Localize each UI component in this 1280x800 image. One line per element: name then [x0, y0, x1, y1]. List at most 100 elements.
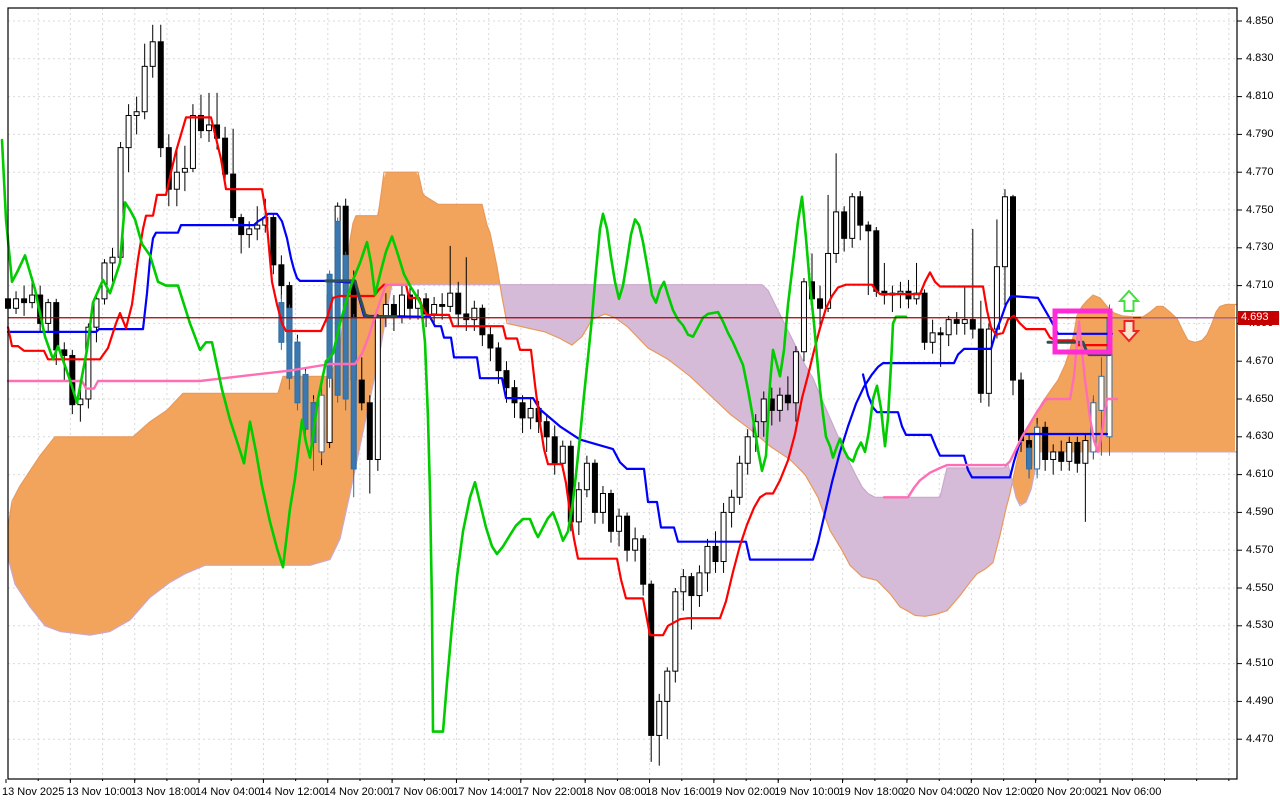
- cloud-bearish-segment: [776, 306, 779, 453]
- candle: [85, 326, 92, 400]
- candle: [141, 65, 148, 113]
- price-axis-label: 4.670: [1246, 354, 1274, 367]
- blue-overlay-candles: [278, 217, 1097, 498]
- cloud-bearish-segment: [605, 284, 608, 316]
- cloud-bearish-segment: [518, 284, 521, 327]
- cloud-bullish-segment: [134, 433, 137, 616]
- candle: [21, 298, 28, 304]
- candle: [608, 493, 614, 532]
- candle: [559, 445, 566, 464]
- cloud-bullish-segment: [215, 393, 218, 566]
- cloud-bullish-segment: [272, 393, 275, 566]
- cloud-bullish-segment: [50, 439, 53, 629]
- cloud-bullish-segment: [452, 204, 455, 285]
- cloud-bullish-segment: [98, 436, 101, 634]
- cloud-bearish-segment: [515, 284, 518, 326]
- cloud-bullish-segment: [1052, 384, 1055, 452]
- cloud-bearish-segment: [881, 497, 884, 588]
- cloud-bearish-segment: [989, 468, 992, 566]
- candle: [1058, 451, 1065, 462]
- cloud-bearish-segment: [842, 445, 845, 556]
- overlay-candle: [350, 317, 357, 470]
- candle: [479, 307, 486, 336]
- cloud-bullish-segment: [1061, 367, 1064, 452]
- cloud-bearish-segment: [680, 284, 683, 371]
- cloud-bearish-segment: [557, 284, 560, 339]
- cloud-bearish-segment: [608, 284, 611, 317]
- candle: [825, 252, 832, 309]
- cloud-bearish-segment: [716, 284, 719, 404]
- cloud-bullish-segment: [275, 393, 278, 566]
- cloud-bearish-segment: [752, 284, 755, 434]
- price-axis-label: 4.770: [1246, 165, 1274, 178]
- cloud-bullish-segment: [1148, 311, 1151, 452]
- cloud-bullish-segment: [152, 418, 155, 596]
- cloud-bullish-segment: [476, 204, 479, 285]
- candle: [945, 319, 952, 336]
- cloud-bullish-segment: [1205, 332, 1208, 452]
- cloud-bullish-segment: [29, 467, 32, 610]
- cloud-bearish-segment: [563, 284, 566, 342]
- cloud-bullish-segment: [431, 199, 434, 285]
- candle: [599, 493, 606, 513]
- candle: [125, 115, 132, 149]
- cloud-bullish-segment: [1142, 315, 1145, 452]
- candle: [431, 304, 438, 315]
- cloud-bullish-segment: [440, 204, 443, 285]
- cloud-bearish-segment: [728, 284, 731, 415]
- cloud-bullish-segment: [83, 436, 86, 635]
- cloud-bullish-segment: [140, 427, 143, 609]
- cloud-bearish-segment: [809, 371, 812, 487]
- overlay-candle: [326, 273, 333, 379]
- cloud-bearish-segment: [734, 284, 737, 420]
- price-axis-label: 4.570: [1246, 543, 1274, 556]
- down-arrow-icon[interactable]: [1117, 320, 1141, 343]
- cloud-bullish-segment: [182, 393, 185, 576]
- cloud-bullish-segment: [371, 215, 374, 395]
- cloud-bearish-segment: [686, 284, 689, 376]
- highlight-rectangle[interactable]: [1052, 308, 1113, 355]
- cloud-bullish-segment: [407, 172, 410, 285]
- candle: [495, 347, 502, 372]
- candle: [407, 294, 413, 309]
- cloud-bearish-segment: [626, 284, 629, 329]
- cloud-bearish-segment: [950, 468, 953, 608]
- price-axis-label: 4.710: [1246, 279, 1274, 292]
- cloud-bearish-segment: [644, 284, 647, 347]
- candle: [439, 304, 446, 307]
- cloud-bullish-segment: [443, 204, 446, 285]
- cloud-bullish-segment: [1019, 443, 1022, 505]
- candle: [511, 387, 518, 404]
- overlay-candle: [318, 394, 325, 453]
- cloud-bullish-segment: [113, 436, 116, 630]
- up-arrow-icon[interactable]: [1117, 289, 1141, 312]
- cloud-bullish-segment: [206, 393, 209, 566]
- cloud-bullish-segment: [1160, 306, 1163, 452]
- candle: [849, 196, 856, 239]
- cloud-bearish-segment: [872, 495, 875, 580]
- candle: [1050, 451, 1057, 460]
- cloud-bearish-segment: [785, 324, 788, 459]
- cloud-bullish-segment: [365, 215, 368, 423]
- cloud-bullish-segment: [1196, 341, 1199, 452]
- cloud-bullish-segment: [164, 410, 167, 587]
- cloud-bullish-segment: [74, 436, 77, 634]
- cloud-bullish-segment: [428, 198, 431, 285]
- cloud-bearish-segment: [695, 284, 698, 384]
- cloud-bullish-segment: [434, 201, 437, 285]
- cloud-bearish-segment: [551, 284, 554, 336]
- cloud-bullish-segment: [185, 393, 188, 574]
- cloud-bullish-segment: [455, 204, 458, 285]
- cloud-bullish-segment: [1223, 304, 1226, 452]
- cloud-bearish-segment: [815, 383, 818, 498]
- candle: [61, 349, 68, 357]
- candle: [841, 211, 848, 239]
- cloud-bullish-segment: [203, 393, 206, 567]
- cloud-bearish-segment: [572, 284, 575, 346]
- candle: [455, 292, 462, 315]
- candle: [157, 41, 164, 149]
- cloud-bullish-segment: [38, 454, 41, 621]
- cloud-bearish-segment: [938, 493, 941, 614]
- cloud-bullish-segment: [404, 172, 407, 285]
